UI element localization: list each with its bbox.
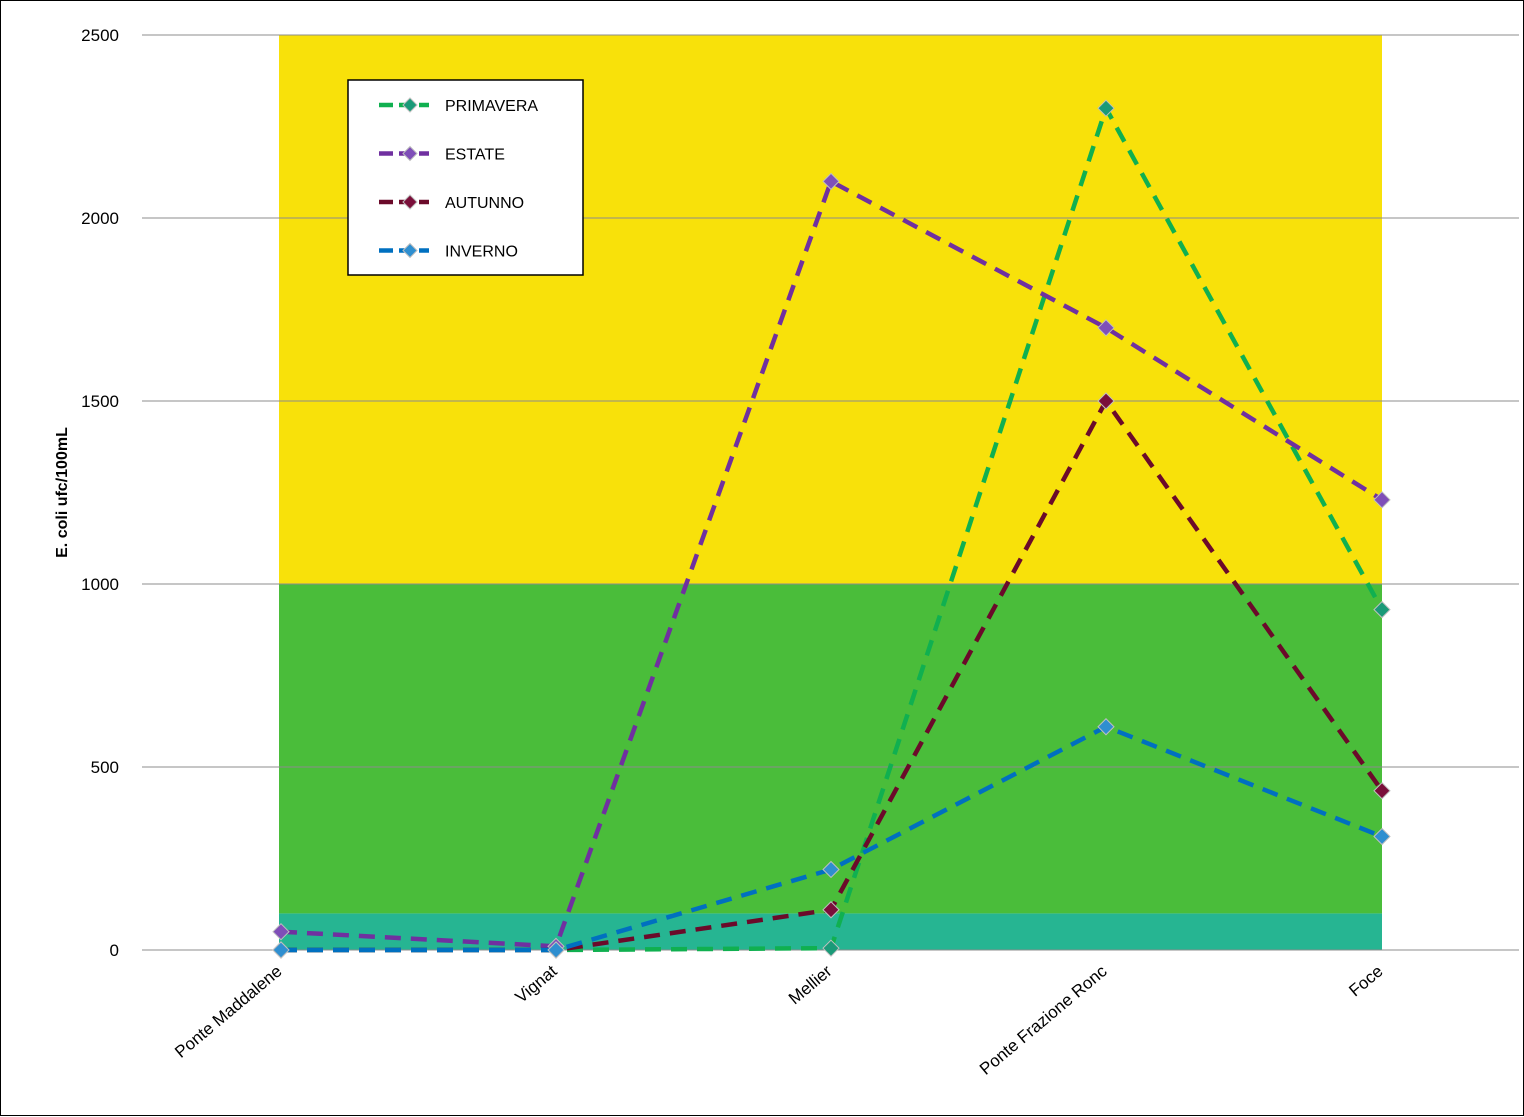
legend-label: PRIMAVERA: [445, 98, 538, 115]
x-tick-label: Ponte Maddalene: [171, 962, 285, 1062]
legend-swatch-marker: [402, 97, 418, 113]
data-point: [1097, 392, 1115, 410]
data-point: [1097, 319, 1115, 337]
y-tick-label: 1000: [81, 575, 119, 594]
legend-item: INVERNO: [379, 242, 518, 261]
series-lines: [272, 99, 1391, 959]
data-point: [822, 860, 840, 879]
legend-item: ESTATE: [379, 145, 505, 164]
data-point: [822, 172, 840, 191]
data-point: [822, 901, 840, 919]
data-point: [1373, 491, 1391, 509]
legend-label: INVERNO: [445, 244, 518, 261]
x-tick-label: Mellier: [785, 961, 836, 1008]
legend-swatch-marker: [402, 242, 418, 259]
legend-box: [347, 79, 584, 276]
data-point: [272, 922, 290, 941]
data-point: [1373, 827, 1391, 846]
data-point: [822, 939, 840, 957]
x-tick-label: Foce: [1345, 962, 1386, 1001]
legend-item: AUTUNNO: [379, 194, 524, 212]
data-point: [272, 941, 290, 959]
y-axis-label: E. coli ufc/100mL: [54, 427, 71, 558]
legend-label: ESTATE: [445, 147, 505, 164]
data-point: [1373, 600, 1391, 619]
series-inverno: [272, 718, 1391, 959]
series-line: [280, 178, 1384, 949]
y-axis-ticks: 0 500 1000 1500 2000 2500: [81, 26, 119, 960]
y-tick-label: 500: [91, 758, 119, 777]
legend: PRIMAVERA ESTATE AUTUNNO INVERNO: [347, 79, 584, 276]
x-tick-label: Ponte Frazione Ronc: [976, 961, 1111, 1079]
y-tick-label: 2500: [81, 26, 119, 45]
x-tick-label: Vignat: [512, 961, 561, 1007]
legend-swatch-marker: [402, 194, 418, 210]
legend-swatch-marker: [402, 145, 418, 162]
data-point: [547, 941, 565, 959]
data-point: [1373, 782, 1391, 800]
legend-label: AUTUNNO: [445, 195, 524, 212]
x-axis-ticks: Ponte Maddalene Vignat Mellier Ponte Frazio…: [171, 961, 1386, 1079]
data-point: [1097, 718, 1115, 736]
y-tick-label: 1500: [81, 392, 119, 411]
series-estate: [272, 172, 1391, 956]
band-1: [279, 584, 1382, 914]
data-point: [1097, 99, 1115, 117]
y-tick-label: 0: [110, 941, 119, 960]
y-tick-label: 2000: [81, 209, 119, 228]
legend-item: PRIMAVERA: [379, 97, 538, 115]
